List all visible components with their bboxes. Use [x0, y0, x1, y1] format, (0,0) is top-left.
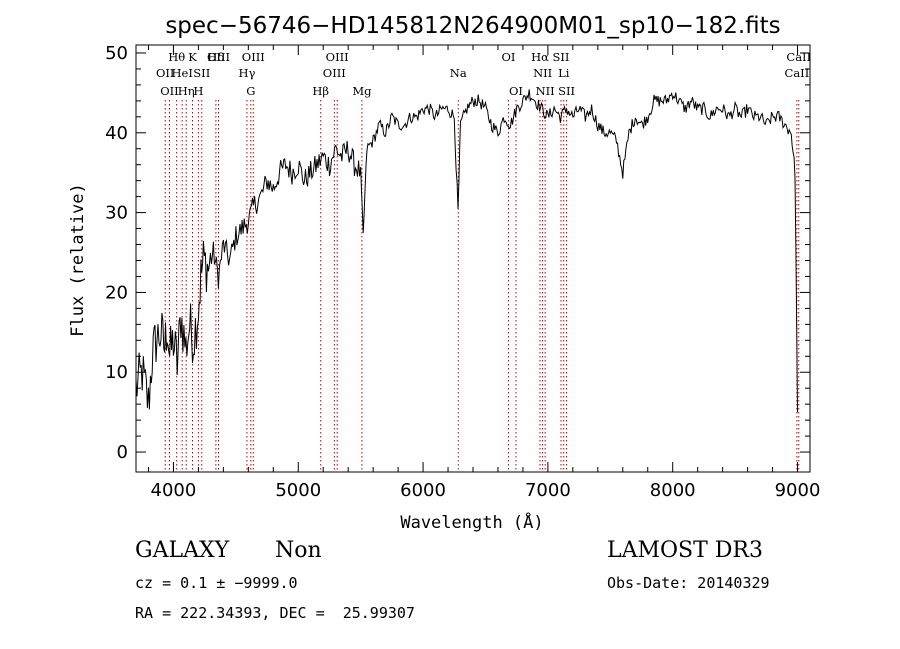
ra-dec: RA = 222.34393, DEC = 25.99307 [135, 604, 415, 622]
plot-frame [135, 44, 811, 473]
marker-label-17: Na [450, 66, 467, 80]
marker-label-19: OI [509, 84, 523, 98]
marker-label-5: K [188, 50, 197, 64]
y-axis-label: Flux (relative) [68, 183, 88, 337]
marker-label-1: OII [160, 84, 179, 98]
marker-label-16: Mg [352, 84, 372, 98]
series-line-0 [135, 89, 798, 413]
survey-label: LAMOST DR3 [607, 538, 763, 563]
obs-date: Obs-Date: 20140329 [607, 574, 770, 592]
classification-label: GALAXY [135, 538, 230, 563]
marker-label-6: SII [193, 66, 210, 80]
x-tick-label-0: 4000 [151, 480, 197, 501]
marker-label-10: Hγ [239, 66, 256, 80]
marker-label-20: Hα [531, 50, 549, 64]
y-tick-label-2: 20 [105, 282, 128, 303]
line-markers: OIIOIIHθHηHeIKSIIHHδOIIIHγGOIIIHβOIIIOII… [156, 50, 811, 472]
marker-label-11: G [246, 84, 255, 98]
axes: 4000 5000 6000 7000 8000 9000 0 10 20 30 40 50 [105, 43, 820, 501]
marker-label-4: HeI [171, 66, 192, 80]
y-tick-label-4: 40 [105, 123, 128, 144]
y-tick-label-1: 10 [105, 362, 128, 383]
y-tick-label-0: 0 [117, 442, 128, 463]
x-tick-label-3: 7000 [525, 480, 571, 501]
chart-title: spec−56746−HD145812N264900M01_sp10−182.f… [165, 13, 780, 39]
marker-label-13: Hβ [312, 84, 329, 98]
marker-label-25: SII [558, 84, 575, 98]
marker-label-14: OIII [323, 66, 346, 80]
marker-label-9: OIII [207, 50, 230, 64]
x-tick-label-4: 8000 [650, 480, 696, 501]
x-tick-label-2: 6000 [400, 480, 446, 501]
x-tick-label-1: 5000 [275, 480, 321, 501]
marker-label-0: OII [156, 66, 175, 80]
series-layer [135, 89, 798, 413]
x-tick-label-5: 9000 [775, 480, 821, 501]
marker-label-3: Hη [178, 84, 195, 98]
marker-label-24: Li [558, 66, 570, 80]
cz-value: cz = 0.1 ± −9999.0 [135, 574, 298, 592]
marker-label-2: Hθ [168, 50, 185, 64]
marker-label-23: SII [553, 50, 570, 64]
marker-label-18: OI [501, 50, 515, 64]
marker-label-15: OIII [326, 50, 349, 64]
y-tick-label-3: 30 [105, 203, 128, 224]
x-axis-label: Wavelength (Å) [400, 511, 543, 533]
subclass-label: Non [275, 538, 322, 563]
marker-label-12: OIII [242, 50, 265, 64]
marker-label-21: NII [533, 66, 552, 80]
marker-label-8: Hδ [207, 50, 224, 64]
y-tick-label-5: 50 [105, 43, 128, 64]
marker-label-7: H [193, 84, 203, 98]
marker-label-27: CaII [785, 66, 810, 80]
marker-label-22: NII [536, 84, 555, 98]
marker-label-26: CaII [786, 50, 811, 64]
